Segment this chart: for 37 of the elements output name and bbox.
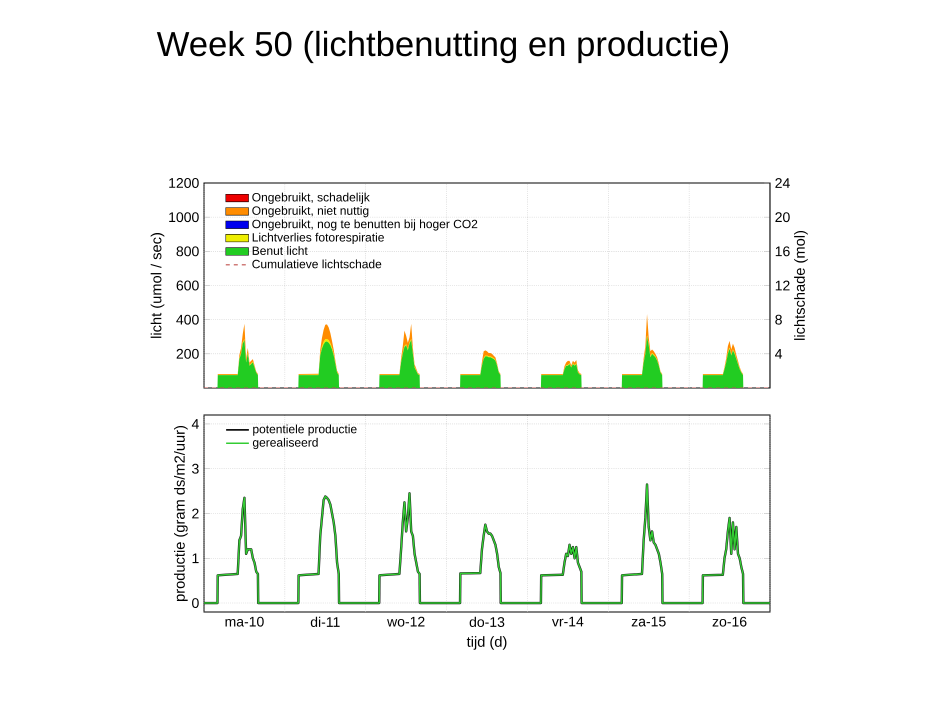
y-tick-label: 1000	[169, 212, 199, 222]
y-tick-label: 1	[192, 553, 199, 564]
legend-label: potentiele productie	[253, 424, 357, 436]
x-tick-label: ma-10	[226, 616, 264, 627]
legend-label: Ongebruikt, niet nuttig	[252, 206, 368, 218]
y-axis-title: licht (umol / sec)	[150, 233, 164, 338]
y2-tick-label: 8	[775, 314, 782, 325]
legend-label: Benut licht	[252, 246, 308, 255]
y-tick-label: 1200	[169, 178, 199, 188]
x-tick-label: zo-16	[712, 616, 746, 627]
y-axis-title: productie (gram ds/m2/uur)	[174, 426, 188, 601]
y-tick-label: 0	[192, 598, 199, 608]
x-tick-label: wo-12	[387, 616, 424, 627]
y-tick-label: 2	[192, 508, 199, 518]
y-tick-label: 800	[176, 246, 199, 256]
x-tick-label: za-15	[632, 616, 666, 626]
legend-label: Cumulatieve lichtschade	[252, 259, 382, 268]
y2-tick-label: 16	[776, 246, 790, 256]
legend-label: Ongebruikt, nog te benutten bij hoger CO2	[252, 219, 478, 231]
y2-tick-label: 12	[776, 280, 790, 290]
y2-axis-title: lichtschade (mol)	[794, 231, 808, 340]
x-tick-label: di-11	[310, 616, 340, 627]
x-axis-title: tijd (d)	[466, 636, 506, 650]
legend-label: Lichtverlies fotorespiratie	[252, 232, 384, 244]
x-tick-label: do-13	[470, 616, 504, 627]
y2-tick-label: 24	[775, 178, 790, 188]
y-tick-label: 4	[192, 419, 199, 429]
y2-tick-label: 4	[775, 349, 782, 359]
y-tick-label: 400	[176, 314, 199, 325]
y-tick-label: 600	[176, 280, 199, 290]
y-tick-label: 200	[176, 348, 199, 359]
legend-label: gerealiseerd	[252, 438, 318, 450]
chart-title: Week 50 (lichtbenutting en productie)	[156, 30, 728, 64]
y-tick-label: 3	[192, 464, 199, 474]
legend-label: Ongebruikt, schadelijk	[252, 192, 370, 204]
y2-tick-label: 20	[775, 212, 790, 222]
x-tick-label: vr-14	[552, 616, 584, 626]
